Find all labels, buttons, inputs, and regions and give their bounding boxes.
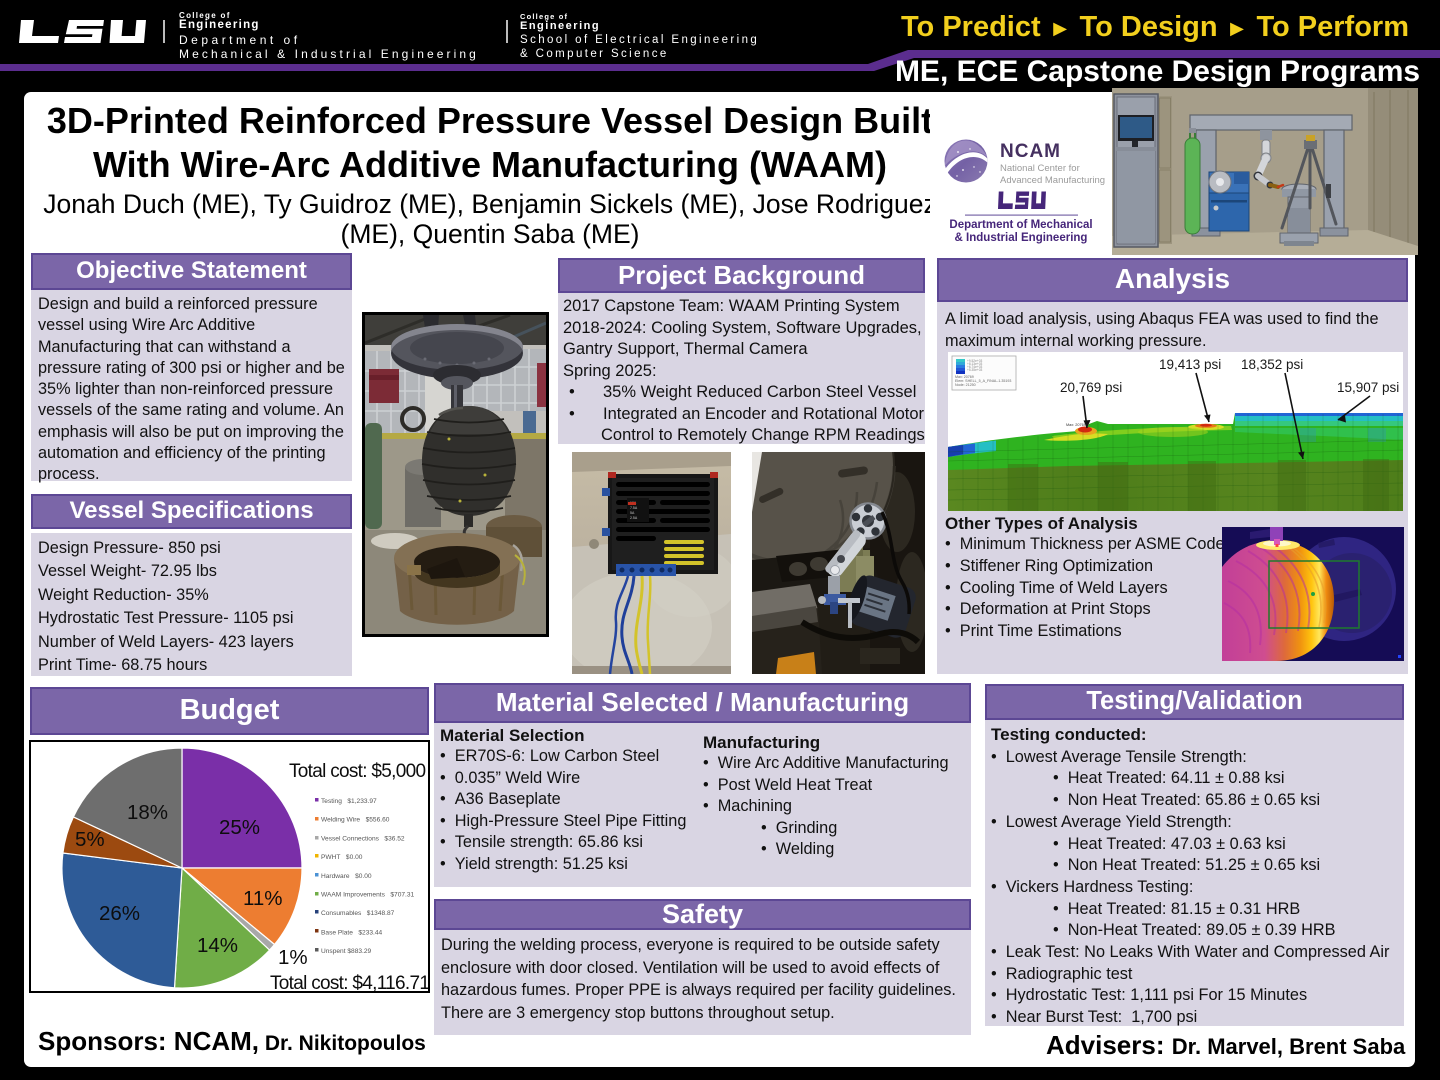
svg-text:+9.52e+03: +9.52e+03 — [967, 359, 982, 363]
svg-text:Max: 20769: Max: 20769 — [955, 375, 974, 379]
svg-text:15,907 psi: 15,907 psi — [1337, 380, 1399, 395]
svg-text:WAAM Improvements $707.31: WAAM Improvements $707.31 — [321, 892, 415, 899]
svg-text:Welding Wire $556.60: Welding Wire $556.60 — [321, 817, 390, 824]
svg-text:& Industrial Engineering: & Industrial Engineering — [955, 232, 1088, 244]
svg-text:Total cost: $5,000: Total cost: $5,000 — [289, 761, 425, 782]
svg-text:Unspent $883.29: Unspent $883.29 — [321, 948, 372, 955]
svg-text:26%: 26% — [99, 902, 140, 925]
svg-text:11%: 11% — [243, 887, 283, 910]
svg-text:Vessel Connections $36.52: Vessel Connections $36.52 — [321, 835, 405, 842]
svg-text:18,352 psi: 18,352 psi — [1241, 357, 1303, 372]
svg-text:Base Plate $233.44: Base Plate $233.44 — [321, 929, 383, 936]
svg-text:Consumables $1348.87: Consumables $1348.87 — [321, 910, 395, 917]
svg-text:18%: 18% — [127, 801, 168, 824]
svg-text:Node: 21250: Node: 21250 — [955, 383, 976, 387]
svg-text:Hardware $0.00: Hardware $0.00 — [321, 873, 372, 880]
svg-text:NCAM: NCAM — [1000, 141, 1061, 162]
svg-text:+6.74e+03: +6.74e+03 — [967, 365, 982, 369]
svg-text:2.5A: 2.5A — [630, 516, 638, 520]
svg-text:19,413 psi: 19,413 psi — [1159, 357, 1221, 372]
svg-text:20,769 psi: 20,769 psi — [1060, 380, 1122, 395]
svg-text:1%: 1% — [278, 946, 308, 969]
svg-text:PWHT $0.00: PWHT $0.00 — [321, 854, 363, 861]
svg-text:14%: 14% — [197, 934, 238, 957]
svg-text:5A: 5A — [630, 511, 635, 515]
svg-text:Testing $1,233.97: Testing $1,233.97 — [321, 798, 377, 805]
svg-text:Max: 20769: Max: 20769 — [1066, 423, 1086, 427]
svg-text:25%: 25% — [219, 816, 260, 839]
svg-text:7.5A: 7.5A — [630, 506, 638, 510]
svg-text:National Center for: National Center for — [1000, 163, 1080, 174]
svg-text:5%: 5% — [75, 828, 105, 851]
svg-text:Advanced Manufacturing: Advanced Manufacturing — [1000, 175, 1105, 186]
svg-text:+5.35e+03: +5.35e+03 — [967, 368, 982, 372]
svg-text:Total cost: $4,116.71: Total cost: $4,116.71 — [270, 973, 428, 991]
svg-text:Department of Mechanical: Department of Mechanical — [949, 219, 1092, 231]
svg-text:+8.13e+03: +8.13e+03 — [967, 362, 982, 366]
svg-text:Elem: SHELL_5_A_FINAL-1.35193: Elem: SHELL_5_A_FINAL-1.35193 — [955, 379, 1011, 383]
